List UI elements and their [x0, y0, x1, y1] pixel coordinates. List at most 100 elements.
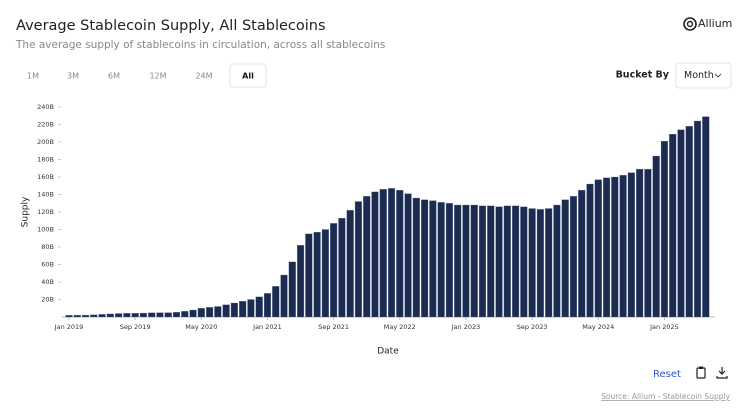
- y-tick-label: 120B: [37, 208, 54, 216]
- bar: [81, 314, 90, 318]
- y-tick-label: 160B: [37, 173, 54, 181]
- bar: [98, 314, 106, 318]
- plot: 20B 40B 60B 80B 100B 120B 140B 160B 180B 200B 220B…: [37, 103, 715, 331]
- bar: [495, 206, 503, 318]
- reset-button[interactable]: Reset: [653, 369, 681, 380]
- bar: [363, 196, 371, 318]
- bar: [429, 200, 437, 318]
- bar: [437, 202, 445, 318]
- bar: [660, 140, 668, 318]
- brand-logo-inner: [686, 20, 694, 28]
- y-tick-label: 60B: [41, 261, 54, 269]
- bar: [123, 313, 131, 318]
- bar: [569, 196, 578, 318]
- bar: [627, 172, 635, 318]
- y-axis-label: Supply: [21, 196, 31, 227]
- bucket-value: Month: [684, 70, 714, 81]
- range-button[interactable]: 12M: [149, 72, 166, 81]
- y-tick-label: 180B: [37, 156, 54, 164]
- dropdown-caret: [714, 73, 722, 78]
- bar: [338, 217, 346, 318]
- bar: [553, 204, 561, 318]
- bar: [545, 208, 553, 318]
- x-tick-label: Sep 2021: [318, 323, 349, 331]
- bar: [197, 308, 205, 318]
- bar: [189, 309, 197, 318]
- bar: [652, 155, 660, 318]
- bar: [239, 301, 247, 318]
- range-button[interactable]: 24M: [195, 72, 212, 81]
- x-tick-label: Jan 2019: [54, 323, 84, 331]
- x-tick-label: Sep 2023: [517, 323, 548, 331]
- bar: [387, 188, 396, 318]
- bar: [528, 208, 536, 318]
- x-tick-label: Sep 2019: [120, 323, 151, 331]
- bar: [90, 314, 98, 318]
- bar: [321, 229, 329, 318]
- bar: [462, 204, 470, 318]
- bar: [247, 299, 255, 318]
- brand-logo: [683, 17, 697, 31]
- bar: [636, 168, 644, 318]
- y-tick-label: 140B: [37, 191, 54, 199]
- x-axis-label: Date: [377, 347, 399, 357]
- bar: [454, 204, 462, 318]
- bar: [354, 201, 362, 318]
- bar: [172, 312, 181, 318]
- bar: [404, 193, 412, 318]
- bar: [586, 183, 594, 318]
- bar: [445, 203, 453, 318]
- bar: [487, 205, 495, 318]
- bar: [619, 175, 627, 318]
- bar: [139, 312, 147, 318]
- bar: [685, 126, 693, 318]
- copy-icon-clip: [699, 366, 703, 369]
- download-icon[interactable]: [716, 367, 728, 379]
- bar: [280, 274, 288, 318]
- bar: [181, 311, 189, 318]
- bucket-dropdown[interactable]: [675, 62, 732, 89]
- y-tick-label: 100B: [37, 226, 54, 234]
- bar: [206, 307, 214, 318]
- bar: [115, 313, 123, 318]
- bar: [330, 223, 338, 318]
- bar: [65, 315, 73, 318]
- bar: [263, 293, 272, 318]
- bar: [379, 189, 387, 318]
- x-tick-label: May 2024: [582, 323, 614, 331]
- range-button[interactable]: 1M: [27, 72, 39, 81]
- range-button[interactable]: All: [242, 72, 254, 81]
- bar: [131, 313, 139, 318]
- copy-icon[interactable]: [696, 366, 706, 379]
- bar: [305, 233, 313, 318]
- bar: [106, 313, 114, 318]
- y-tick-label: 240B: [37, 103, 54, 111]
- x-tick-label: Jan 2025: [649, 323, 679, 331]
- bar: [222, 304, 230, 318]
- bucket-label: Bucket By: [616, 70, 670, 81]
- bar: [561, 199, 569, 318]
- range-button[interactable]: 3M: [67, 72, 79, 81]
- brand: Allium: [698, 17, 732, 30]
- bar: [603, 177, 611, 318]
- bar: [702, 116, 710, 318]
- bar: [669, 133, 677, 318]
- bar: [371, 191, 379, 318]
- y-tick-label: 20B: [41, 296, 54, 304]
- bar: [313, 231, 321, 318]
- bar: [214, 306, 222, 318]
- bar: [412, 197, 420, 318]
- title: Average Stablecoin Supply, All Stablecoi…: [16, 18, 326, 34]
- bar: [520, 206, 528, 318]
- bar: [503, 205, 511, 318]
- bar: [297, 245, 305, 318]
- range-button-selected: [229, 63, 267, 88]
- source-link[interactable]: Source: Allium - Stablecoin Supply: [601, 392, 730, 401]
- bar: [478, 205, 487, 318]
- range-button[interactable]: 6M: [108, 72, 120, 81]
- bar: [272, 286, 280, 318]
- subtitle: The average supply of stablecoins in cir…: [15, 39, 385, 51]
- bar: [512, 205, 520, 318]
- x-tick-label: May 2022: [384, 323, 416, 331]
